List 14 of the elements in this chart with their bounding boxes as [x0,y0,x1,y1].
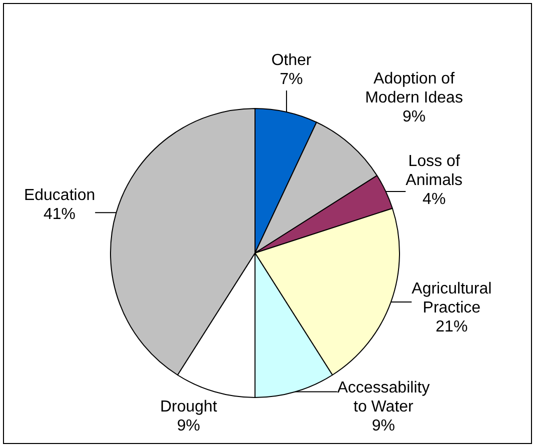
slice-label: Education [24,186,96,204]
slice-label: Agricultural Practice [412,280,492,316]
data-label: 21% [436,318,468,336]
slice-label: Other [271,52,312,69]
slice-label: Drought [160,398,218,416]
slice-label: Accessability to Water [337,379,430,416]
data-label: 9% [372,417,396,434]
data-label: 9% [402,108,426,126]
data-label: 7% [280,70,303,88]
data-label: 4% [422,191,446,208]
data-label: 9% [176,417,200,434]
data-label: 41% [44,206,76,223]
slice-label: Loss of Animals [406,153,463,190]
slice-label: Adoption of Modern Ideas [365,70,463,107]
